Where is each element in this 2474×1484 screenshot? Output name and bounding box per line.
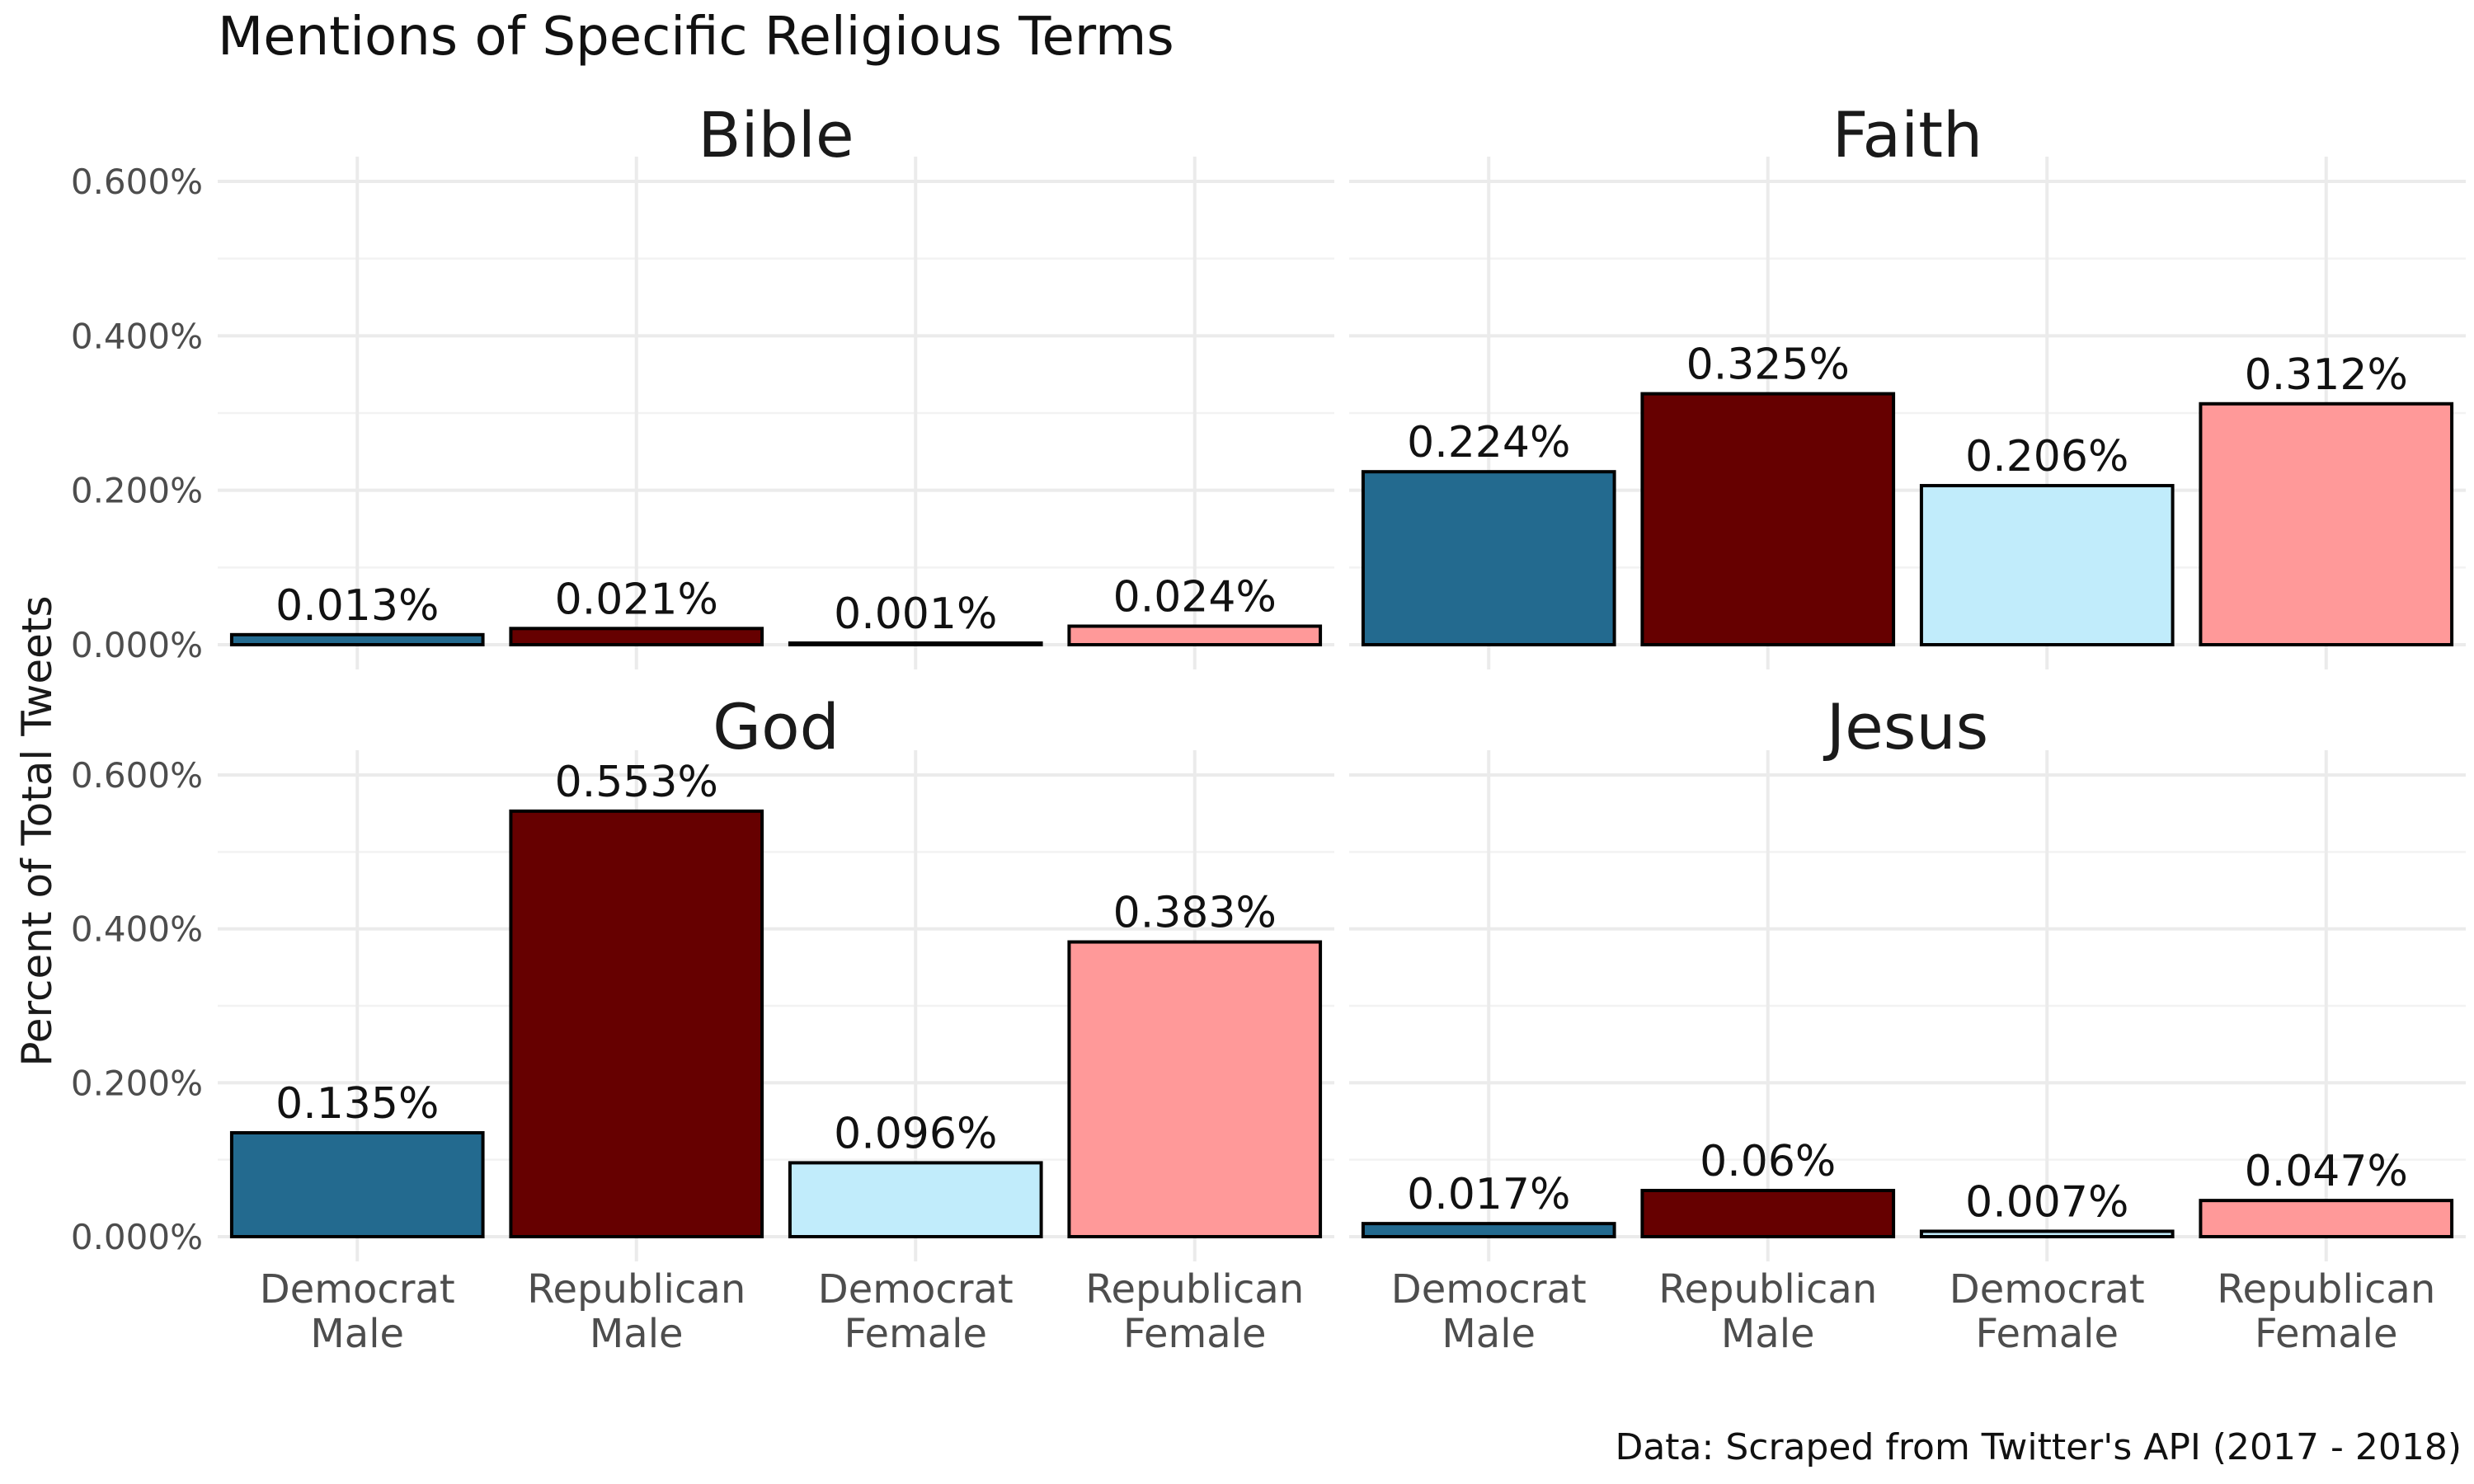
bar-jesus-democrat-male	[1363, 1223, 1615, 1237]
bar-bible-republican-female	[1069, 627, 1320, 645]
x-tick-label: Male	[310, 1311, 404, 1357]
x-tick-label: Female	[2255, 1311, 2398, 1357]
y-tick-label: 0.400%	[71, 316, 203, 356]
bar-faith-democrat-female	[1921, 486, 2173, 645]
bar-value-label: 0.017%	[1407, 1170, 1570, 1219]
bar-bible-republican-male	[510, 628, 762, 645]
bar-value-label: 0.135%	[275, 1079, 439, 1129]
bar-god-republican-female	[1069, 942, 1320, 1237]
facet-title-god: God	[713, 690, 840, 763]
bar-jesus-republican-male	[1642, 1190, 1893, 1237]
panel-faith: Faith 0.224% 0.325% 0.206% 0.312%	[1349, 98, 2466, 669]
bar-value-label: 0.024%	[1113, 573, 1277, 622]
y-tick-label: 0.000%	[71, 625, 203, 665]
x-tick-label: Republican	[527, 1266, 745, 1313]
bar-value-label: 0.206%	[1965, 432, 2128, 481]
chart-title: Mentions of Specific Religious Terms	[218, 7, 1174, 68]
x-tick-label: Republican	[2217, 1266, 2435, 1313]
x-tick-label: Male	[1721, 1311, 1815, 1357]
bar-jesus-republican-female	[2200, 1200, 2452, 1237]
bar-value-label: 0.383%	[1113, 889, 1277, 938]
x-tick-label: Democrat	[818, 1266, 1014, 1313]
x-tick-label: Male	[590, 1311, 684, 1357]
facet-panels: Bible 0.000% 0.200% 0.400% 0.600% 0.013% 0.021…	[71, 98, 2466, 1357]
x-tick-label: Democrat	[1391, 1266, 1587, 1313]
bar-god-republican-male	[510, 811, 762, 1237]
x-tick-label: Female	[1123, 1311, 1267, 1357]
bar-god-democrat-male	[232, 1133, 483, 1237]
facet-title-faith: Faith	[1832, 98, 1982, 171]
bar-value-label: 0.096%	[834, 1109, 997, 1158]
x-tick-label: Male	[1442, 1311, 1536, 1357]
bar-value-label: 0.06%	[1700, 1137, 1836, 1186]
y-axis-label: Percent of Total Tweets	[13, 595, 61, 1066]
bar-value-label: 0.312%	[2245, 350, 2408, 400]
bar-faith-republican-male	[1642, 394, 1893, 645]
panel-god: God 0.000% 0.200% 0.400% 0.600% 0.135% Democra…	[71, 690, 1334, 1357]
x-tick-label: Female	[1975, 1311, 2119, 1357]
x-tick-label: Female	[844, 1311, 987, 1357]
y-tick-label: 0.000%	[71, 1217, 203, 1257]
x-tick-label: Republican	[1658, 1266, 1877, 1313]
bar-value-label: 0.224%	[1407, 418, 1570, 467]
bar-value-label: 0.007%	[1965, 1177, 2128, 1227]
bar-value-label: 0.021%	[555, 575, 718, 624]
x-tick-label: Democrat	[260, 1266, 455, 1313]
y-tick-label: 0.600%	[71, 755, 203, 796]
y-tick-label: 0.400%	[71, 909, 203, 950]
bar-value-label: 0.047%	[2245, 1147, 2408, 1196]
bar-faith-democrat-male	[1363, 472, 1615, 645]
bar-bible-democrat-male	[232, 635, 483, 645]
bar-value-label: 0.553%	[555, 758, 718, 807]
chart-caption: Data: Scraped from Twitter's API (2017 -…	[1615, 1426, 2462, 1468]
bar-faith-republican-female	[2200, 404, 2452, 645]
y-tick-label: 0.200%	[71, 471, 203, 511]
x-tick-label: Republican	[1085, 1266, 1304, 1313]
x-tick-label: Democrat	[1950, 1266, 2145, 1313]
panel-bible: Bible 0.000% 0.200% 0.400% 0.600% 0.013% 0.021…	[71, 98, 1334, 669]
bar-jesus-democrat-female	[1921, 1231, 2173, 1237]
y-tick-label: 0.200%	[71, 1063, 203, 1103]
bar-value-label: 0.001%	[834, 589, 997, 639]
bar-value-label: 0.325%	[1686, 340, 1850, 390]
facet-title-jesus: Jesus	[1823, 690, 1989, 763]
y-tick-label: 0.600%	[71, 162, 203, 202]
facet-title-bible: Bible	[698, 98, 854, 171]
bar-value-label: 0.013%	[275, 581, 439, 631]
bar-bible-democrat-female	[790, 643, 1042, 645]
panel-jesus: Jesus0.017%DemocratMale0.06%RepublicanMa…	[1349, 690, 2466, 1357]
bar-god-democrat-female	[790, 1162, 1042, 1237]
